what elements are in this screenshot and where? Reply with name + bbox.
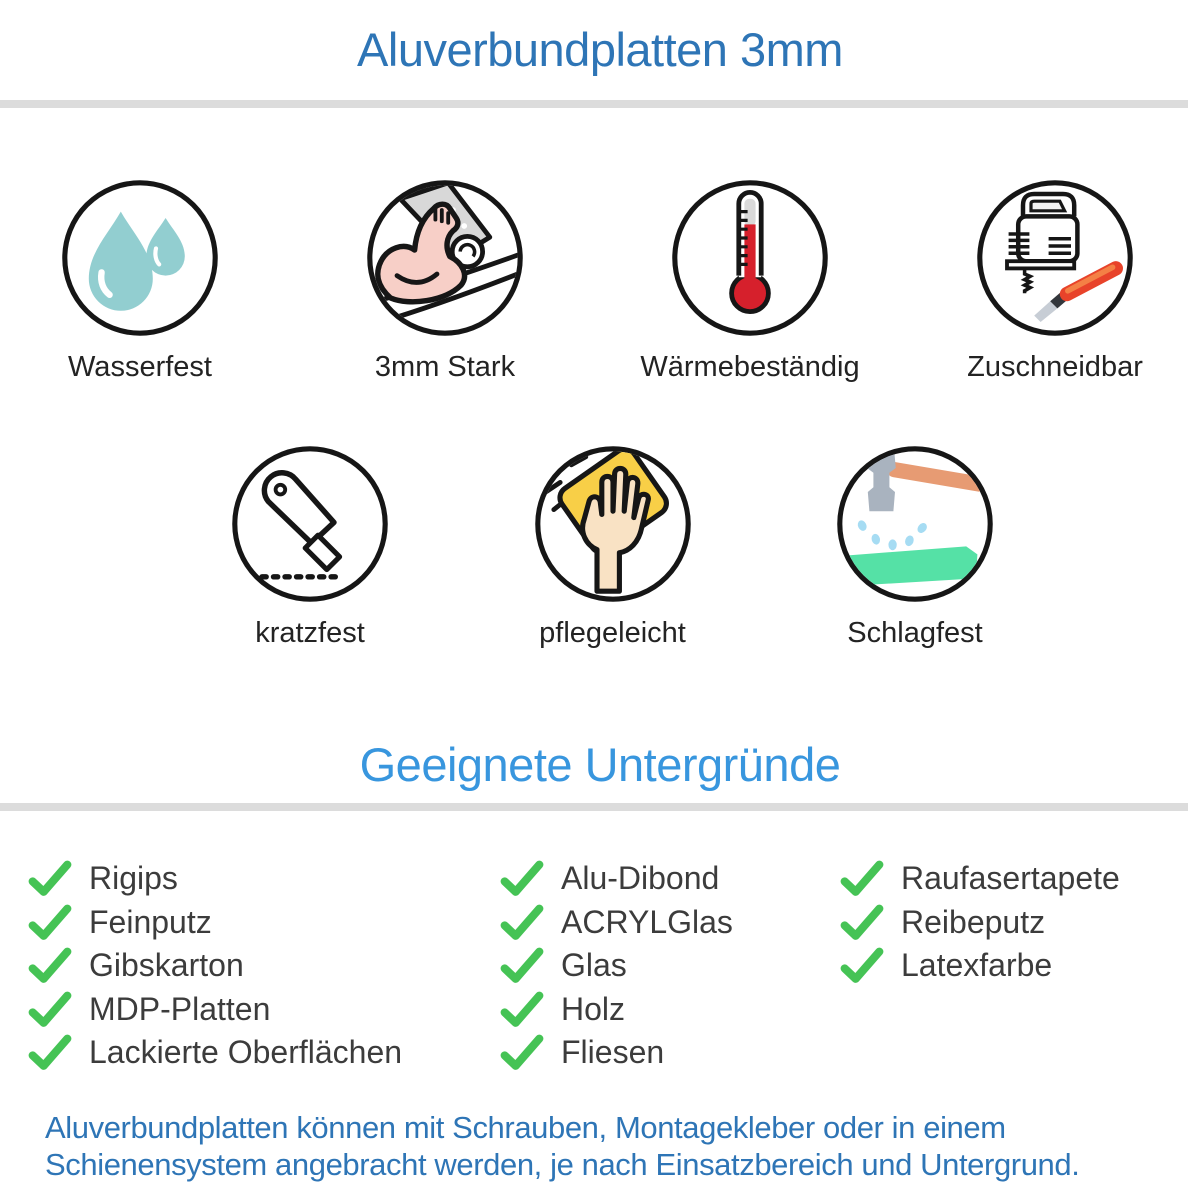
check-icon (840, 904, 884, 940)
footer-line-1: Aluverbundplatten können mit Schrauben, … (45, 1109, 1006, 1145)
list-item: ACRYLGlas (500, 901, 840, 945)
list-item-label: Raufasertapete (901, 860, 1120, 897)
substrates-column-1: Rigips Feinputz Gibskarton MDP-Platten L… (28, 857, 500, 1075)
hammer-icon (837, 446, 993, 602)
thermometer-icon (672, 180, 828, 336)
list-item: Glas (500, 944, 840, 988)
divider (0, 803, 1188, 811)
list-item-label: Lackierte Oberflächen (89, 1034, 403, 1071)
page-title: Aluverbundplatten 3mm (357, 23, 843, 76)
feature-label: 3mm Stark (374, 351, 516, 383)
footer-line-2: Schienensystem angebracht werden, je nac… (45, 1146, 1080, 1182)
check-icon (840, 947, 884, 984)
check-icon (28, 904, 72, 940)
footer-note: Aluverbundplatten können mit Schrauben, … (45, 1109, 1200, 1183)
check-icon (28, 860, 72, 897)
feature-easy-care: pflegeleicht (533, 444, 693, 650)
substrates-column-3: Raufasertapete Reibeputz Latexfarbe (840, 857, 1200, 1075)
cleaning-hand-icon (534, 446, 691, 602)
check-icon (500, 1034, 544, 1071)
feature-label: Schlagfest (847, 617, 983, 649)
feature-label: Wärmebeständig (640, 351, 860, 383)
list-item-label: Fliesen (561, 1034, 665, 1071)
water-drops-icon (62, 180, 218, 336)
check-icon (28, 991, 72, 1027)
feature-scratch-proof: kratzfest (230, 444, 390, 650)
feature-label: pflegeleicht (539, 617, 686, 649)
list-item: MDP-Platten (28, 988, 500, 1032)
list-item: Gibskarton (28, 944, 500, 988)
feature-label: Zuschneidbar (967, 351, 1143, 383)
feature-label: Wasserfest (68, 351, 212, 383)
muscle-arm-icon (367, 180, 523, 336)
list-item: Holz (500, 988, 840, 1032)
substrates-column-2: Alu-Dibond ACRYLGlas Glas Holz Fliesen (500, 857, 840, 1075)
feature-heat-resistant: Wärmebeständig (640, 178, 860, 384)
section-title: Geeignete Untergründe (359, 738, 841, 791)
list-item-label: Rigips (89, 860, 178, 897)
feature-waterproof: Wasserfest (60, 178, 220, 384)
jigsaw-icon (977, 180, 1133, 336)
list-item-label: ACRYLGlas (561, 903, 733, 940)
features-row-1: Wasserfest 3mm Stark (0, 178, 1200, 384)
feature-thickness: 3mm Stark (365, 178, 525, 384)
feature-label: kratzfest (255, 617, 365, 649)
check-icon (500, 904, 544, 940)
features-row-2: kratzfest pflegeleicht (0, 444, 1200, 650)
list-item: Lackierte Oberflächen (28, 1031, 500, 1075)
list-item-label: Feinputz (89, 903, 212, 940)
check-icon (28, 1034, 72, 1071)
list-item-label: Glas (561, 947, 627, 984)
list-item: Raufasertapete (840, 857, 1200, 901)
list-item: Rigips (28, 857, 500, 901)
feature-impact-resistant: Schlagfest (835, 444, 995, 650)
feature-cuttable: Zuschneidbar (967, 178, 1143, 384)
list-item: Feinputz (28, 901, 500, 945)
list-item-label: Reibeputz (901, 903, 1046, 940)
check-icon (500, 991, 544, 1027)
list-item-label: Alu-Dibond (561, 860, 720, 897)
divider (0, 100, 1188, 108)
substrates-list: Rigips Feinputz Gibskarton MDP-Platten L… (0, 857, 1200, 1075)
list-item: Reibeputz (840, 901, 1200, 945)
list-item: Fliesen (500, 1031, 840, 1075)
check-icon (840, 860, 884, 897)
check-icon (28, 947, 72, 984)
list-item-label: Holz (561, 990, 626, 1027)
utility-knife-icon (232, 446, 388, 602)
list-item-label: Gibskarton (89, 947, 244, 984)
check-icon (500, 947, 544, 984)
list-item: Latexfarbe (840, 944, 1200, 988)
list-item: Alu-Dibond (500, 857, 840, 901)
list-item-label: MDP-Platten (89, 990, 271, 1027)
list-item-label: Latexfarbe (901, 947, 1053, 984)
check-icon (500, 860, 544, 897)
